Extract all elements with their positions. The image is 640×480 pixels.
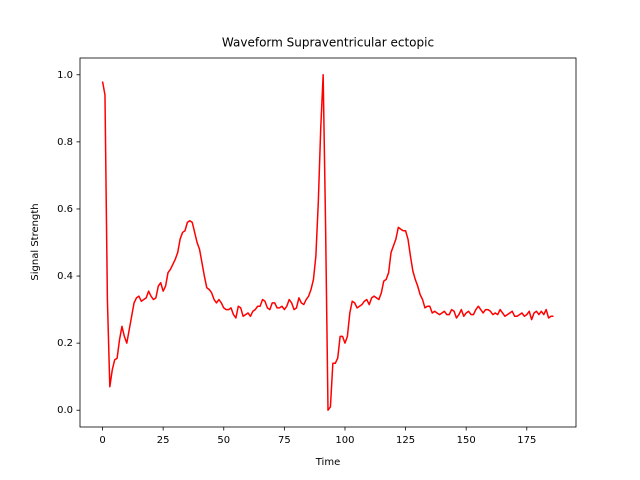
x-tick-label: 0 <box>99 435 105 446</box>
x-tick-label: 100 <box>335 435 354 446</box>
y-tick-label: 0.4 <box>57 271 73 282</box>
y-axis-label: Signal Strength <box>30 203 41 280</box>
chart-title: Waveform Supraventricular ectopic <box>222 36 434 50</box>
x-tick-label: 25 <box>157 435 170 446</box>
y-tick-label: 0.8 <box>57 137 73 148</box>
y-tick-label: 0.2 <box>57 338 73 349</box>
y-tick-label: 0.0 <box>57 405 73 416</box>
x-axis-label: Time <box>315 457 340 468</box>
x-tick-label: 150 <box>457 435 476 446</box>
x-tick-label: 175 <box>517 435 536 446</box>
y-tick-label: 1.0 <box>57 70 73 81</box>
y-tick-label: 0.6 <box>57 204 73 215</box>
plot-frame <box>79 57 577 428</box>
x-tick-label: 125 <box>396 435 415 446</box>
line <box>101 74 554 411</box>
x-tick-label: 50 <box>217 435 230 446</box>
x-tick-label: 75 <box>278 435 291 446</box>
